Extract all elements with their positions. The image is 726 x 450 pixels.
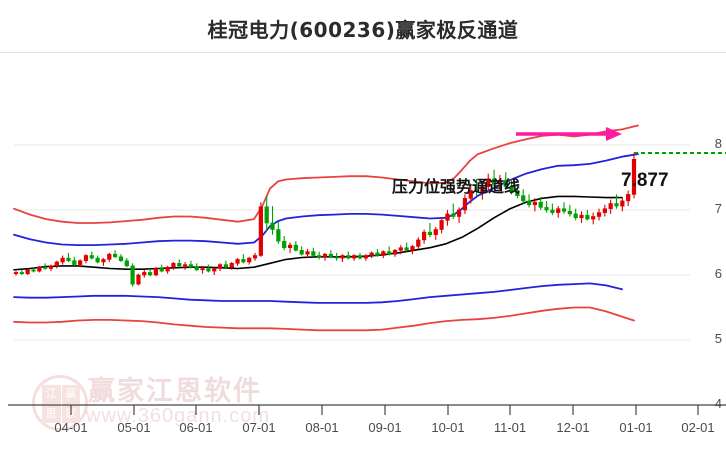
candlestick-series <box>13 152 637 287</box>
annotation-value: 7.877 <box>621 170 669 191</box>
x-tick-label: 02-01 <box>681 420 715 435</box>
page-title: 桂冠电力(600236)赢家极反通道 <box>207 18 519 42</box>
x-tick-label: 09-01 <box>368 420 402 435</box>
price-chart-svg <box>8 124 726 415</box>
y-tick-label: 4 <box>714 396 722 411</box>
x-axis <box>8 404 726 415</box>
x-tick-label: 06-01 <box>179 420 213 435</box>
x-tick-label: 04-01 <box>54 420 88 435</box>
y-tick-label: 7 <box>714 201 722 216</box>
gridlines <box>14 144 690 406</box>
title-bar: 桂冠电力(600236)赢家极反通道 <box>0 0 726 53</box>
y-tick-label: 5 <box>714 331 722 346</box>
channel-bands <box>13 124 639 332</box>
x-tick-label: 05-01 <box>117 420 151 435</box>
resistance-arrow <box>516 127 622 141</box>
x-tick-label: 08-01 <box>305 420 339 435</box>
x-tick-label: 11-01 <box>493 420 527 435</box>
annotation-label: 压力位强势通道线 <box>392 177 521 196</box>
x-tick-label: 10-01 <box>431 420 465 435</box>
y-tick-label: 6 <box>714 266 722 281</box>
x-tick-label: 12-01 <box>556 420 590 435</box>
y-tick-label: 8 <box>714 136 722 151</box>
x-tick-label: 01-01 <box>619 420 653 435</box>
x-tick-label: 07-01 <box>242 420 276 435</box>
